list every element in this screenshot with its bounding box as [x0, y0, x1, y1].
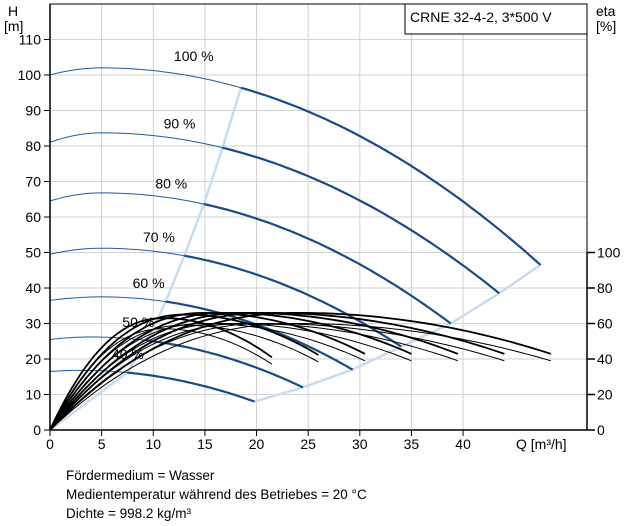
- y-tick-label: 40: [25, 280, 41, 296]
- eta-tick-label: 100: [597, 245, 621, 261]
- speed-curve-thin: [49, 336, 148, 341]
- note-density: Dichte = 998.2 kg/m³: [66, 506, 191, 521]
- y-tick-label: 30: [25, 316, 41, 332]
- y-tick-label: 50: [25, 245, 41, 261]
- efficiency-curve: [49, 328, 273, 431]
- medium-notes: Fördermedium = Wasser Medientemperatur w…: [66, 466, 367, 523]
- efficiency-curve: [49, 323, 552, 431]
- speed-curve-label: 50 %: [122, 314, 154, 330]
- eta-tick-label: 0: [597, 422, 605, 438]
- x-tick-label: 40: [455, 436, 471, 452]
- speed-curve-thin: [49, 296, 166, 303]
- speed-curve-thin: [49, 67, 242, 89]
- efficiency-curve: [49, 323, 366, 431]
- y-tick-label: 100: [18, 67, 42, 83]
- eta-tick-label: 80: [597, 280, 613, 296]
- efficiency-curve: [49, 323, 505, 431]
- efficiency-curve: [49, 324, 319, 431]
- grid: [50, 3, 587, 430]
- title-box: [404, 3, 588, 35]
- speed-curve-label: 90 %: [164, 115, 196, 131]
- x-tick-label: 35: [404, 436, 420, 452]
- speed-curve-bold: [222, 146, 500, 295]
- x-tick-label: 5: [98, 436, 106, 452]
- efficiency-curve: [49, 323, 412, 431]
- y-axis-symbol-label: H: [8, 3, 18, 19]
- speed-curve-bold: [203, 203, 452, 325]
- speed-curve-thin: [49, 132, 223, 149]
- x-axis-label: Q [m³/h]: [516, 436, 567, 452]
- y-axis-unit-label: [m]: [4, 18, 23, 34]
- speed-curve-thin: [49, 192, 205, 205]
- speed-curve-label: 70 %: [143, 229, 175, 245]
- eta-tick-label: 40: [597, 351, 613, 367]
- y-tick-label: 70: [25, 174, 41, 190]
- x-tick-label: 10: [145, 436, 161, 452]
- axis-ticks: 0 5 10 15 20 25 30 35 40 0 10 20 30 40 50 60 70 80 90 100 11…: [18, 32, 621, 453]
- note-temperature: Medientemperatur während des Betriebes =…: [66, 487, 367, 502]
- y-tick-label: 110: [19, 32, 42, 48]
- x-tick-label: 20: [249, 436, 265, 452]
- speed-curve-label: 40 %: [112, 346, 144, 362]
- envelope-lines: [49, 87, 542, 432]
- speed-curve-label: 100 %: [174, 48, 214, 64]
- y-tick-label: 10: [25, 387, 41, 403]
- y-tick-label: 20: [25, 351, 41, 367]
- speed-labels: 100 % 90 % 80 % 70 % 60 % 50 % 40 %: [112, 48, 214, 362]
- speed-curve-bold: [146, 339, 304, 389]
- eta-axis-unit-label: [%]: [596, 18, 616, 34]
- operating-limit-line: [49, 87, 243, 432]
- eta-tick-label: 20: [597, 387, 613, 403]
- x-tick-label: 25: [300, 436, 316, 452]
- speed-curves: [49, 67, 542, 403]
- speed-curve-thin: [49, 247, 185, 257]
- speed-curve-bold: [127, 371, 255, 403]
- y-tick-label: 90: [25, 103, 41, 119]
- efficiency-curve: [49, 317, 273, 431]
- efficiency-curves: [49, 312, 552, 431]
- eta-tick-label: 60: [597, 316, 613, 332]
- efficiency-curve: [49, 323, 459, 431]
- note-medium: Fördermedium = Wasser: [66, 468, 215, 483]
- x-tick-label: 15: [197, 436, 213, 452]
- y-tick-label: 80: [25, 138, 41, 154]
- eta-axis-symbol-label: eta: [596, 3, 616, 19]
- x-tick-label: 0: [46, 436, 54, 452]
- chart-title: CRNE 32-4-2, 3*500 V: [410, 9, 552, 25]
- efficiency-curve: [49, 312, 459, 431]
- y-tick-label: 0: [33, 422, 41, 438]
- speed-curve-bold: [240, 86, 542, 266]
- x-tick-label: 30: [352, 436, 368, 452]
- speed-curve-bold: [184, 254, 402, 348]
- speed-curve-label: 60 %: [133, 275, 165, 291]
- speed-curve-label: 80 %: [155, 176, 187, 192]
- y-tick-label: 60: [25, 209, 41, 225]
